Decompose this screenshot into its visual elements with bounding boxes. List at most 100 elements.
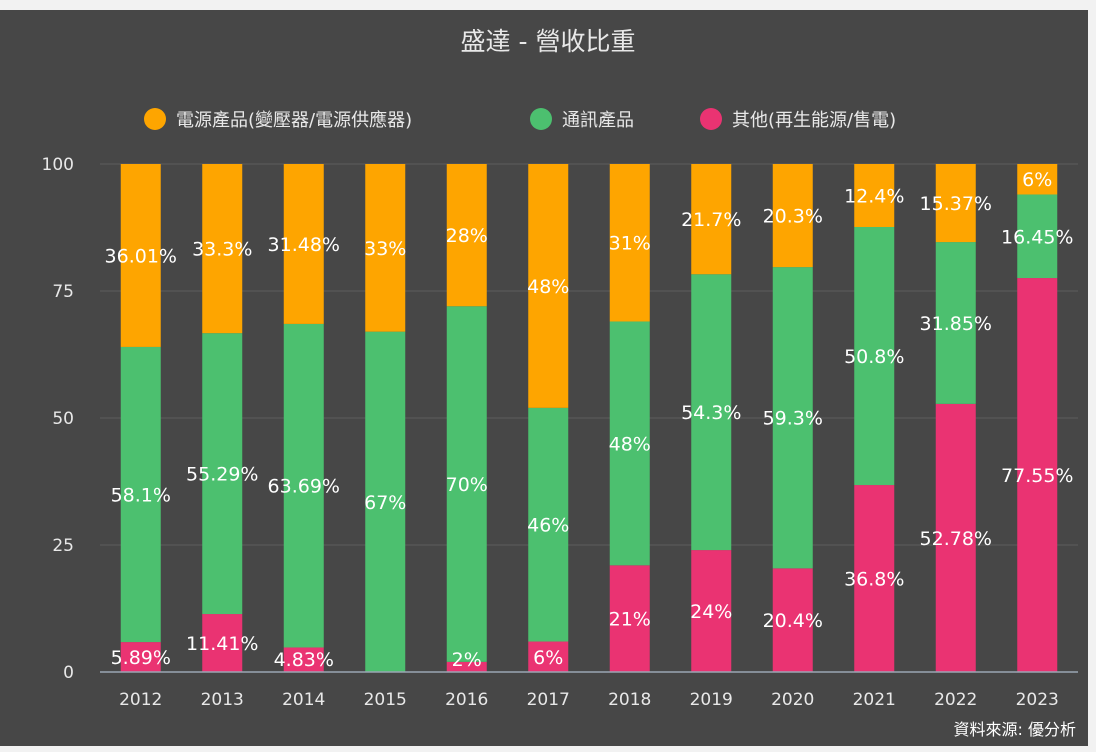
bar-2022-series-1 bbox=[935, 242, 976, 404]
legend: 電源產品(變壓器/電源供應器) 通訊產品 其他(再生能源/售電) bbox=[144, 108, 896, 131]
x-tick-2016: 2016 bbox=[445, 690, 488, 710]
bars bbox=[120, 164, 1058, 672]
bar-2012-series-2 bbox=[120, 164, 161, 347]
bar-2016-series-2 bbox=[446, 164, 487, 307]
data-label-2018-series-1: 48% bbox=[609, 433, 651, 455]
data-label-2014-series-2: 31.48% bbox=[268, 234, 340, 256]
y-axis: 0 25 50 75 100 bbox=[42, 155, 74, 683]
bar-2021-series-0 bbox=[854, 485, 895, 672]
legend-marker-0 bbox=[144, 108, 166, 130]
data-label-2017-series-1: 46% bbox=[527, 515, 569, 537]
data-label-2022-series-0: 52.78% bbox=[920, 528, 992, 550]
data-label-2022-series-2: 15.37% bbox=[920, 193, 992, 215]
y-tick-25: 25 bbox=[52, 536, 74, 556]
x-tick-2022: 2022 bbox=[934, 690, 977, 710]
x-tick-2020: 2020 bbox=[771, 690, 814, 710]
bar-2017-series-2 bbox=[528, 164, 569, 408]
y-tick-100: 100 bbox=[42, 155, 74, 175]
bar-2014-series-2 bbox=[283, 164, 324, 324]
data-label-2021-series-1: 50.8% bbox=[844, 346, 904, 368]
data-label-2016-series-0: 2% bbox=[452, 649, 482, 671]
bar-2023-series-1 bbox=[1017, 194, 1058, 279]
bar-2020-series-2 bbox=[772, 164, 813, 268]
bar-2015-series-2 bbox=[365, 164, 406, 332]
x-tick-2014: 2014 bbox=[282, 690, 325, 710]
bar-2012-series-1 bbox=[120, 346, 161, 643]
data-label-2015-series-2: 33% bbox=[364, 238, 406, 260]
bar-2022-series-2 bbox=[935, 164, 976, 243]
data-label-2012-series-2: 36.01% bbox=[105, 245, 177, 267]
data-label-2015-series-1: 67% bbox=[364, 492, 406, 514]
bar-2019-series-1 bbox=[691, 274, 732, 551]
data-label-2017-series-0: 6% bbox=[533, 647, 563, 669]
bar-2019-series-2 bbox=[691, 164, 732, 275]
bar-2012-series-0 bbox=[120, 642, 161, 672]
bar-2013-series-1 bbox=[202, 333, 243, 615]
x-tick-2015: 2015 bbox=[364, 690, 407, 710]
bar-2022-series-0 bbox=[935, 403, 976, 672]
legend-label-1: 通訊產品 bbox=[562, 110, 634, 131]
bar-2018-series-2 bbox=[609, 164, 650, 322]
data-label-2022-series-1: 31.85% bbox=[920, 313, 992, 335]
chart-title: 盛達 - 營收比重 bbox=[461, 27, 636, 56]
bar-2018-series-1 bbox=[609, 321, 650, 566]
x-tick-2013: 2013 bbox=[201, 690, 244, 710]
bar-2014-series-1 bbox=[283, 323, 324, 648]
bar-2021-series-2 bbox=[854, 164, 895, 227]
data-label-2023-series-1: 16.45% bbox=[1001, 226, 1073, 248]
legend-label-2: 其他(再生能源/售電) bbox=[732, 110, 896, 131]
data-label-2017-series-2: 48% bbox=[527, 276, 569, 298]
bar-2016-series-0 bbox=[446, 661, 487, 672]
data-label-2016-series-2: 28% bbox=[446, 225, 488, 247]
y-tick-75: 75 bbox=[52, 282, 74, 302]
data-label-2013-series-2: 33.3% bbox=[192, 239, 252, 261]
x-tick-2017: 2017 bbox=[527, 690, 570, 710]
legend-marker-1 bbox=[530, 108, 552, 130]
x-tick-2018: 2018 bbox=[608, 690, 651, 710]
y-tick-50: 50 bbox=[52, 409, 74, 429]
bar-2021-series-1 bbox=[854, 226, 895, 486]
source-note: 資料來源: 優分析 bbox=[954, 720, 1076, 739]
bar-2017-series-1 bbox=[528, 407, 569, 642]
data-label-2020-series-2: 20.3% bbox=[763, 206, 823, 228]
x-tick-2012: 2012 bbox=[119, 690, 162, 710]
bar-2015-series-1 bbox=[365, 331, 406, 672]
data-label-2021-series-2: 12.4% bbox=[844, 185, 904, 207]
data-label-2023-series-2: 6% bbox=[1022, 169, 1052, 191]
data-label-2016-series-1: 70% bbox=[446, 474, 488, 496]
data-label-2018-series-2: 31% bbox=[609, 233, 651, 255]
data-label-2019-series-1: 54.3% bbox=[681, 402, 741, 424]
bar-2017-series-0 bbox=[528, 641, 569, 672]
bar-2020-series-1 bbox=[772, 267, 813, 569]
bar-2016-series-1 bbox=[446, 306, 487, 662]
bar-2013-series-0 bbox=[202, 614, 243, 672]
bar-2019-series-0 bbox=[691, 550, 732, 672]
data-label-2019-series-2: 21.7% bbox=[681, 209, 741, 231]
x-axis: 2012 2013 2014 2015 2016 2017 2018 2019 2020 2021… bbox=[100, 671, 1078, 710]
stacked-bar-chart: 盛達 - 營收比重 電源產品(變壓器/電源供應器) 通訊產品 其他(再生能源/售電)… bbox=[42, 27, 1078, 739]
bar-2023-series-2 bbox=[1017, 164, 1058, 195]
bar-2018-series-0 bbox=[609, 565, 650, 672]
bar-2020-series-0 bbox=[772, 568, 813, 672]
chart-panel: 盛達 - 營收比重 電源產品(變壓器/電源供應器) 通訊產品 其他(再生能源/售電)… bbox=[0, 10, 1088, 746]
bar-2014-series-0 bbox=[283, 647, 324, 672]
x-tick-2023: 2023 bbox=[1016, 690, 1059, 710]
data-label-2019-series-0: 24% bbox=[690, 601, 732, 623]
x-tick-2019: 2019 bbox=[690, 690, 733, 710]
data-labels: 5.89% 58.1% 36.01% 11.41% 55.29% 33.3% 4.83% 63… bbox=[105, 169, 1074, 671]
legend-label-0: 電源產品(變壓器/電源供應器) bbox=[176, 109, 412, 131]
data-label-2014-series-0: 4.83% bbox=[274, 649, 334, 671]
data-label-2012-series-0: 5.89% bbox=[111, 647, 171, 669]
data-label-2012-series-1: 58.1% bbox=[111, 485, 171, 507]
data-label-2020-series-0: 20.4% bbox=[763, 610, 823, 632]
grid-lines bbox=[100, 163, 1078, 546]
data-label-2014-series-1: 63.69% bbox=[268, 476, 340, 498]
bar-2023-series-0 bbox=[1017, 278, 1058, 672]
data-label-2023-series-0: 77.55% bbox=[1001, 465, 1073, 487]
data-label-2013-series-0: 11.41% bbox=[186, 633, 258, 655]
x-tick-2021: 2021 bbox=[853, 690, 896, 710]
data-label-2018-series-0: 21% bbox=[609, 609, 651, 631]
bar-2013-series-2 bbox=[202, 164, 243, 334]
y-tick-0: 0 bbox=[63, 663, 74, 683]
data-label-2013-series-1: 55.29% bbox=[186, 464, 258, 486]
